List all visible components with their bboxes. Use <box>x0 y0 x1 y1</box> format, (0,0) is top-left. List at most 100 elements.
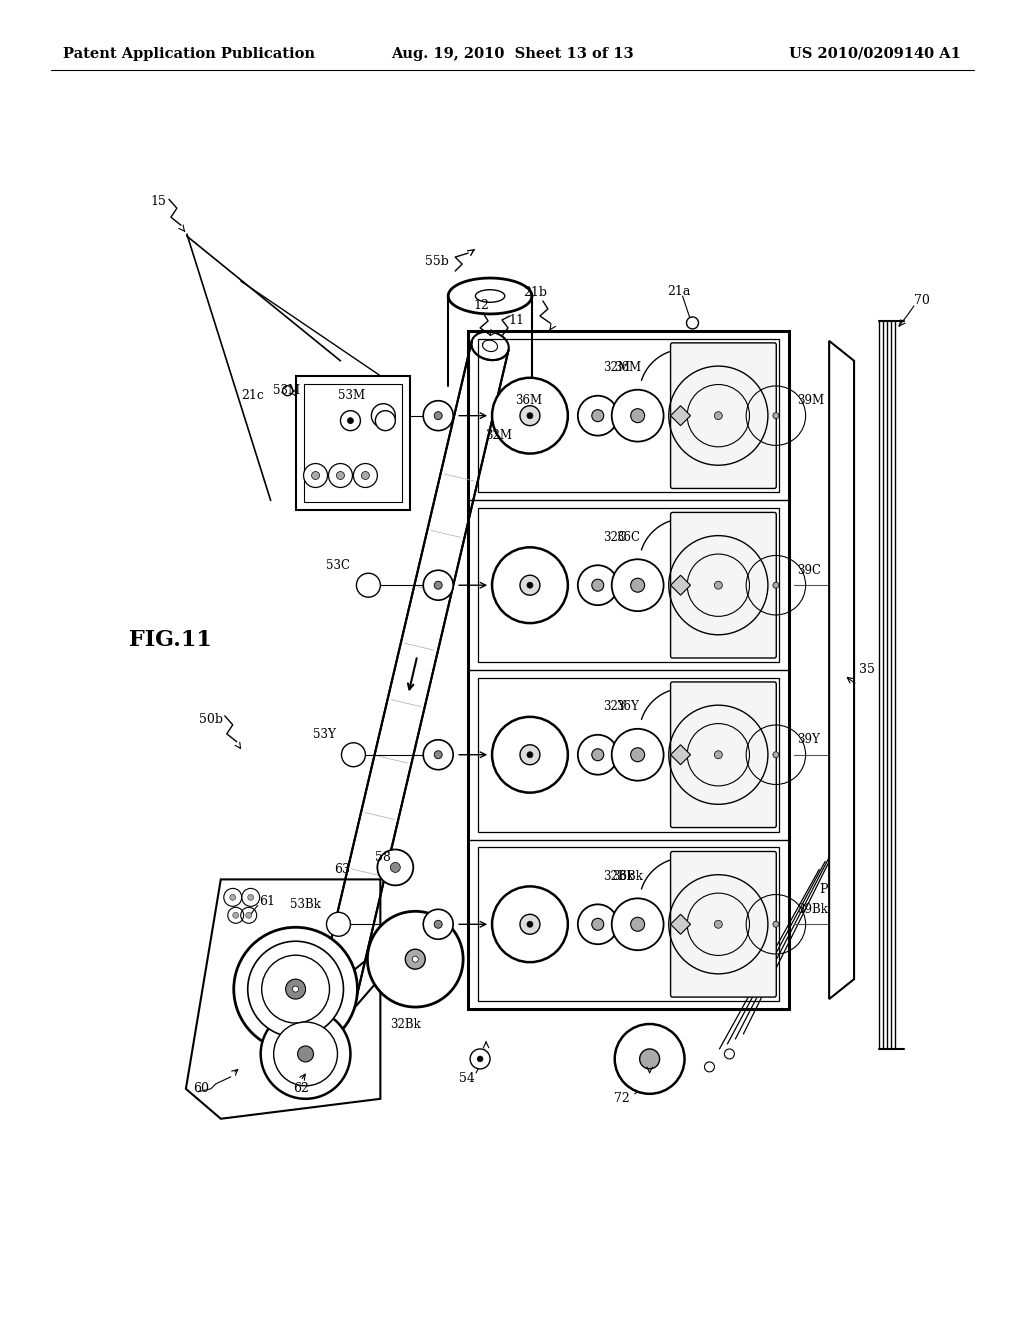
Text: 53C: 53C <box>327 558 350 572</box>
Circle shape <box>493 717 568 792</box>
Text: 36M: 36M <box>614 362 641 375</box>
Text: Patent Application Publication: Patent Application Publication <box>63 46 315 61</box>
Circle shape <box>376 411 395 430</box>
Circle shape <box>232 912 239 919</box>
Text: 32M: 32M <box>485 429 512 442</box>
Text: 35: 35 <box>859 664 874 676</box>
Text: 36Y: 36Y <box>616 701 639 713</box>
Circle shape <box>246 912 252 919</box>
Circle shape <box>611 389 664 442</box>
Text: FIG.11: FIG.11 <box>129 630 212 651</box>
Circle shape <box>578 904 617 944</box>
Circle shape <box>340 411 360 430</box>
Circle shape <box>520 744 540 764</box>
Circle shape <box>520 576 540 595</box>
Circle shape <box>493 887 568 962</box>
Circle shape <box>477 1056 483 1061</box>
Circle shape <box>406 949 425 969</box>
Bar <box>478 678 779 832</box>
FancyBboxPatch shape <box>671 851 776 997</box>
Circle shape <box>578 396 617 436</box>
Circle shape <box>423 570 454 601</box>
Bar <box>478 847 779 1001</box>
Circle shape <box>329 463 352 487</box>
Circle shape <box>248 941 343 1038</box>
Text: 60: 60 <box>193 1082 209 1096</box>
Circle shape <box>611 899 664 950</box>
Text: P: P <box>819 883 827 896</box>
Circle shape <box>361 471 370 479</box>
Circle shape <box>592 919 604 931</box>
Circle shape <box>705 1061 715 1072</box>
Circle shape <box>592 409 604 421</box>
Circle shape <box>724 1049 734 1059</box>
Circle shape <box>611 729 664 780</box>
Circle shape <box>578 735 617 775</box>
Circle shape <box>715 920 722 928</box>
Text: 70: 70 <box>913 294 930 308</box>
Circle shape <box>686 317 698 329</box>
Text: 39Y: 39Y <box>798 734 820 746</box>
Text: 39Bk: 39Bk <box>798 903 828 916</box>
Circle shape <box>773 921 779 927</box>
Text: 58: 58 <box>376 851 391 865</box>
FancyBboxPatch shape <box>671 343 776 488</box>
Circle shape <box>413 956 418 962</box>
Circle shape <box>470 1049 490 1069</box>
Text: 36M: 36M <box>515 395 542 407</box>
Circle shape <box>520 915 540 935</box>
Bar <box>468 331 790 1008</box>
Circle shape <box>715 751 722 759</box>
Text: 53M: 53M <box>338 389 366 403</box>
Circle shape <box>261 1008 350 1098</box>
Circle shape <box>631 578 645 593</box>
Bar <box>478 508 779 663</box>
Circle shape <box>631 747 645 762</box>
Circle shape <box>233 927 357 1051</box>
Circle shape <box>773 582 779 589</box>
Circle shape <box>715 581 722 589</box>
Text: 53Bk: 53Bk <box>290 898 321 911</box>
Text: 39C: 39C <box>798 564 821 577</box>
Text: 55b: 55b <box>425 255 450 268</box>
Text: 62: 62 <box>293 1082 308 1096</box>
Circle shape <box>434 751 442 759</box>
Text: 53Y: 53Y <box>312 729 336 742</box>
Polygon shape <box>829 341 854 999</box>
Circle shape <box>423 739 454 770</box>
Circle shape <box>773 752 779 758</box>
Circle shape <box>527 413 532 418</box>
Circle shape <box>493 378 568 454</box>
Circle shape <box>390 862 400 873</box>
Circle shape <box>423 909 454 940</box>
Circle shape <box>520 405 540 425</box>
Circle shape <box>640 1049 659 1069</box>
Circle shape <box>273 1022 338 1086</box>
Circle shape <box>527 582 532 589</box>
Polygon shape <box>671 576 690 595</box>
Polygon shape <box>671 915 690 935</box>
Text: US 2010/0209140 A1: US 2010/0209140 A1 <box>788 46 961 61</box>
Text: 36Bk: 36Bk <box>612 870 643 883</box>
Text: 21a: 21a <box>668 285 691 297</box>
Circle shape <box>631 917 645 932</box>
Text: 21c: 21c <box>241 389 263 403</box>
Circle shape <box>262 956 330 1023</box>
Circle shape <box>773 413 779 418</box>
Text: 61: 61 <box>259 895 274 908</box>
Text: 32Bk: 32Bk <box>603 870 634 883</box>
Circle shape <box>283 385 293 396</box>
Text: 32Y: 32Y <box>603 701 626 713</box>
Circle shape <box>434 581 442 589</box>
Circle shape <box>631 409 645 422</box>
Text: 12: 12 <box>473 300 489 313</box>
Circle shape <box>493 548 568 623</box>
Polygon shape <box>671 744 690 764</box>
Circle shape <box>298 1045 313 1061</box>
Circle shape <box>368 911 463 1007</box>
Circle shape <box>293 986 299 993</box>
Bar <box>478 339 779 492</box>
Circle shape <box>423 401 454 430</box>
Text: 63: 63 <box>335 863 350 876</box>
Circle shape <box>229 895 236 900</box>
